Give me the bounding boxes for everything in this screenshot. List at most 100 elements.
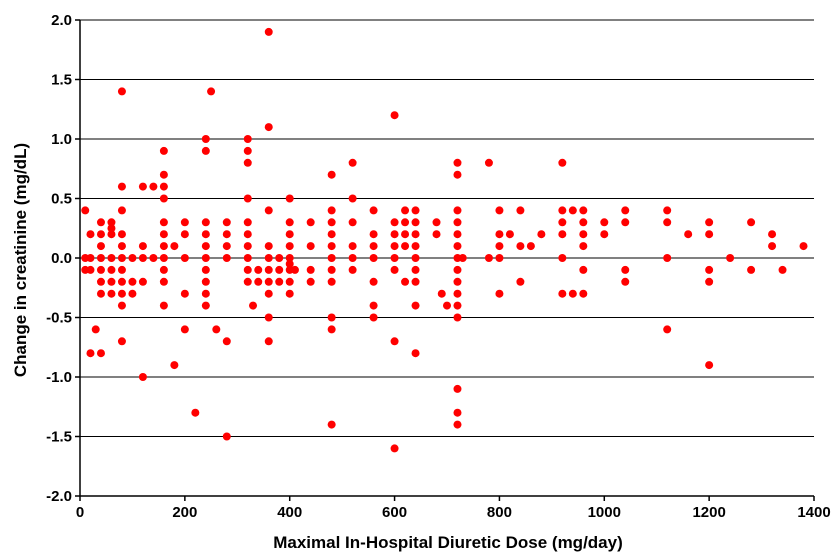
data-point <box>264 289 273 298</box>
data-point <box>285 194 294 203</box>
data-point <box>411 265 420 274</box>
data-point <box>621 265 630 274</box>
data-point <box>327 420 336 429</box>
data-point <box>222 432 231 441</box>
data-point <box>568 206 577 215</box>
data-point <box>453 170 462 179</box>
data-point <box>411 349 420 358</box>
data-point <box>432 230 441 239</box>
data-point <box>432 218 441 227</box>
data-point <box>453 313 462 322</box>
data-point <box>495 242 504 251</box>
data-point <box>107 277 116 286</box>
data-point <box>128 254 137 262</box>
data-point <box>159 254 168 262</box>
data-point <box>117 242 126 251</box>
data-point <box>243 277 252 286</box>
data-point <box>558 230 567 239</box>
data-point <box>149 182 158 191</box>
data-point <box>285 259 294 268</box>
data-point <box>96 277 105 286</box>
data-point <box>411 254 420 262</box>
data-point <box>159 277 168 286</box>
data-point <box>86 265 95 274</box>
data-point <box>327 313 336 322</box>
data-point <box>117 254 126 262</box>
data-point <box>348 242 357 251</box>
x-tick-label-5: 1000 <box>588 504 621 521</box>
data-point <box>348 218 357 227</box>
data-point <box>159 170 168 179</box>
data-point <box>285 254 294 262</box>
data-point <box>222 230 231 239</box>
data-point <box>401 206 410 215</box>
x-tick-labels: 0 200 400 600 800 1000 1200 1400 <box>76 496 831 521</box>
data-point <box>159 182 168 191</box>
data-point <box>484 158 493 167</box>
data-point <box>621 277 630 286</box>
data-point <box>705 230 714 239</box>
data-point <box>348 265 357 274</box>
data-point <box>411 301 420 310</box>
y-tick-labels: 2.0 1.5 1.0 0.5 0.0 -0.5 -1.0 -1.5 -2.0 <box>46 12 80 505</box>
data-point <box>201 265 210 274</box>
data-point <box>747 265 756 274</box>
data-point <box>768 242 777 251</box>
data-point <box>86 349 95 358</box>
data-point <box>107 224 116 233</box>
data-point <box>212 325 221 334</box>
data-point <box>249 301 258 310</box>
data-point <box>159 146 168 155</box>
data-point <box>264 254 273 262</box>
data-point <box>348 158 357 167</box>
data-point <box>348 194 357 203</box>
data-point <box>558 158 567 167</box>
data-point <box>201 254 210 262</box>
data-point <box>443 301 451 310</box>
data-point <box>117 182 126 191</box>
data-point <box>369 206 378 215</box>
data-point <box>180 254 189 262</box>
y-tick-label-7: -1.5 <box>46 429 72 446</box>
data-point <box>81 206 90 215</box>
data-point <box>579 230 588 239</box>
data-point <box>264 242 273 251</box>
data-point <box>138 254 147 262</box>
data-point <box>107 218 116 227</box>
data-point <box>505 230 514 239</box>
data-point <box>327 265 336 274</box>
data-point <box>526 242 535 251</box>
data-point <box>401 218 410 227</box>
data-point <box>768 230 777 239</box>
data-point <box>327 242 336 251</box>
data-point <box>411 206 420 215</box>
data-point <box>207 87 216 96</box>
data-point <box>138 373 147 381</box>
data-point <box>222 218 231 227</box>
data-point <box>495 254 504 262</box>
data-point <box>390 230 399 239</box>
data-point <box>91 325 100 334</box>
data-point <box>180 289 189 298</box>
data-point <box>390 242 399 251</box>
data-point <box>516 206 525 215</box>
data-point <box>264 313 273 322</box>
data-point <box>663 218 672 227</box>
data-point <box>663 325 672 334</box>
x-tick-label-1: 200 <box>172 504 197 521</box>
data-point <box>453 301 462 310</box>
data-point <box>453 265 462 274</box>
data-point <box>243 254 252 262</box>
data-point <box>453 277 462 286</box>
data-point <box>201 230 210 239</box>
data-point <box>495 206 504 215</box>
data-point <box>285 242 294 251</box>
data-point <box>579 242 588 251</box>
data-point <box>201 135 210 143</box>
data-point <box>495 289 504 298</box>
data-point <box>243 135 252 143</box>
data-point <box>558 218 567 227</box>
data-point <box>411 230 420 239</box>
data-point <box>453 384 462 393</box>
data-point <box>663 206 672 215</box>
